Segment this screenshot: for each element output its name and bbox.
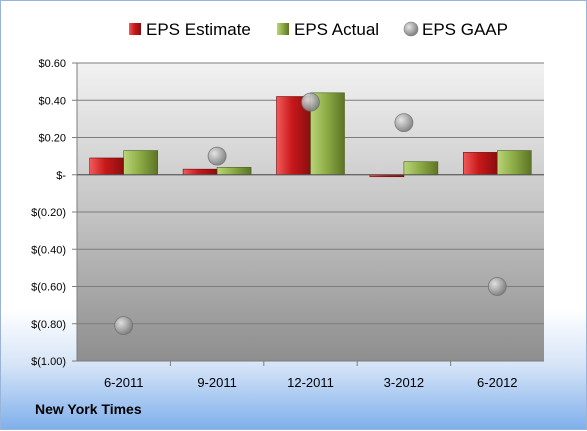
x-tick-label: 3-2012: [384, 375, 424, 390]
y-tick-label: $0.40: [38, 95, 66, 107]
company-name: New York Times: [35, 401, 142, 417]
gaap-marker: [301, 92, 320, 112]
gaap-marker: [114, 316, 134, 336]
estimate-bar: [182, 168, 218, 176]
actual-bar: [403, 161, 439, 176]
y-tick-label: $-: [56, 170, 66, 182]
legend-actual-swatch: [277, 23, 289, 35]
legend-gaap-swatch: [403, 21, 419, 37]
gaap-marker: [487, 277, 507, 296]
legend-estimate-label: EPS Estimate: [146, 20, 251, 39]
estimate-bar: [89, 157, 124, 176]
gaap-marker: [394, 113, 414, 132]
y-tick-label: $(0.80): [31, 319, 66, 331]
y-tick-label: $(0.20): [31, 207, 66, 219]
actual-bar: [496, 150, 532, 176]
y-tick-label: $(0.40): [31, 244, 66, 256]
y-tick-label: $(1.00): [31, 356, 66, 368]
legend-estimate-swatch: [129, 23, 141, 35]
x-tick-label: 9-2011: [197, 375, 237, 390]
gaap-marker: [207, 146, 227, 166]
x-tick-label: 6-2012: [477, 375, 517, 390]
y-tick-label: $(0.60): [31, 282, 66, 294]
legend-actual-label: EPS Actual: [294, 20, 379, 39]
actual-bar: [123, 150, 158, 176]
legend-gaap-label: EPS GAAP: [422, 20, 508, 39]
y-tick-label: $0.20: [38, 133, 66, 145]
x-tick-label: 12-2011: [287, 375, 334, 390]
actual-bar: [216, 167, 252, 176]
estimate-bar: [462, 152, 498, 176]
x-tick-label: 6-2011: [104, 375, 144, 390]
y-tick-label: $0.60: [38, 58, 66, 70]
